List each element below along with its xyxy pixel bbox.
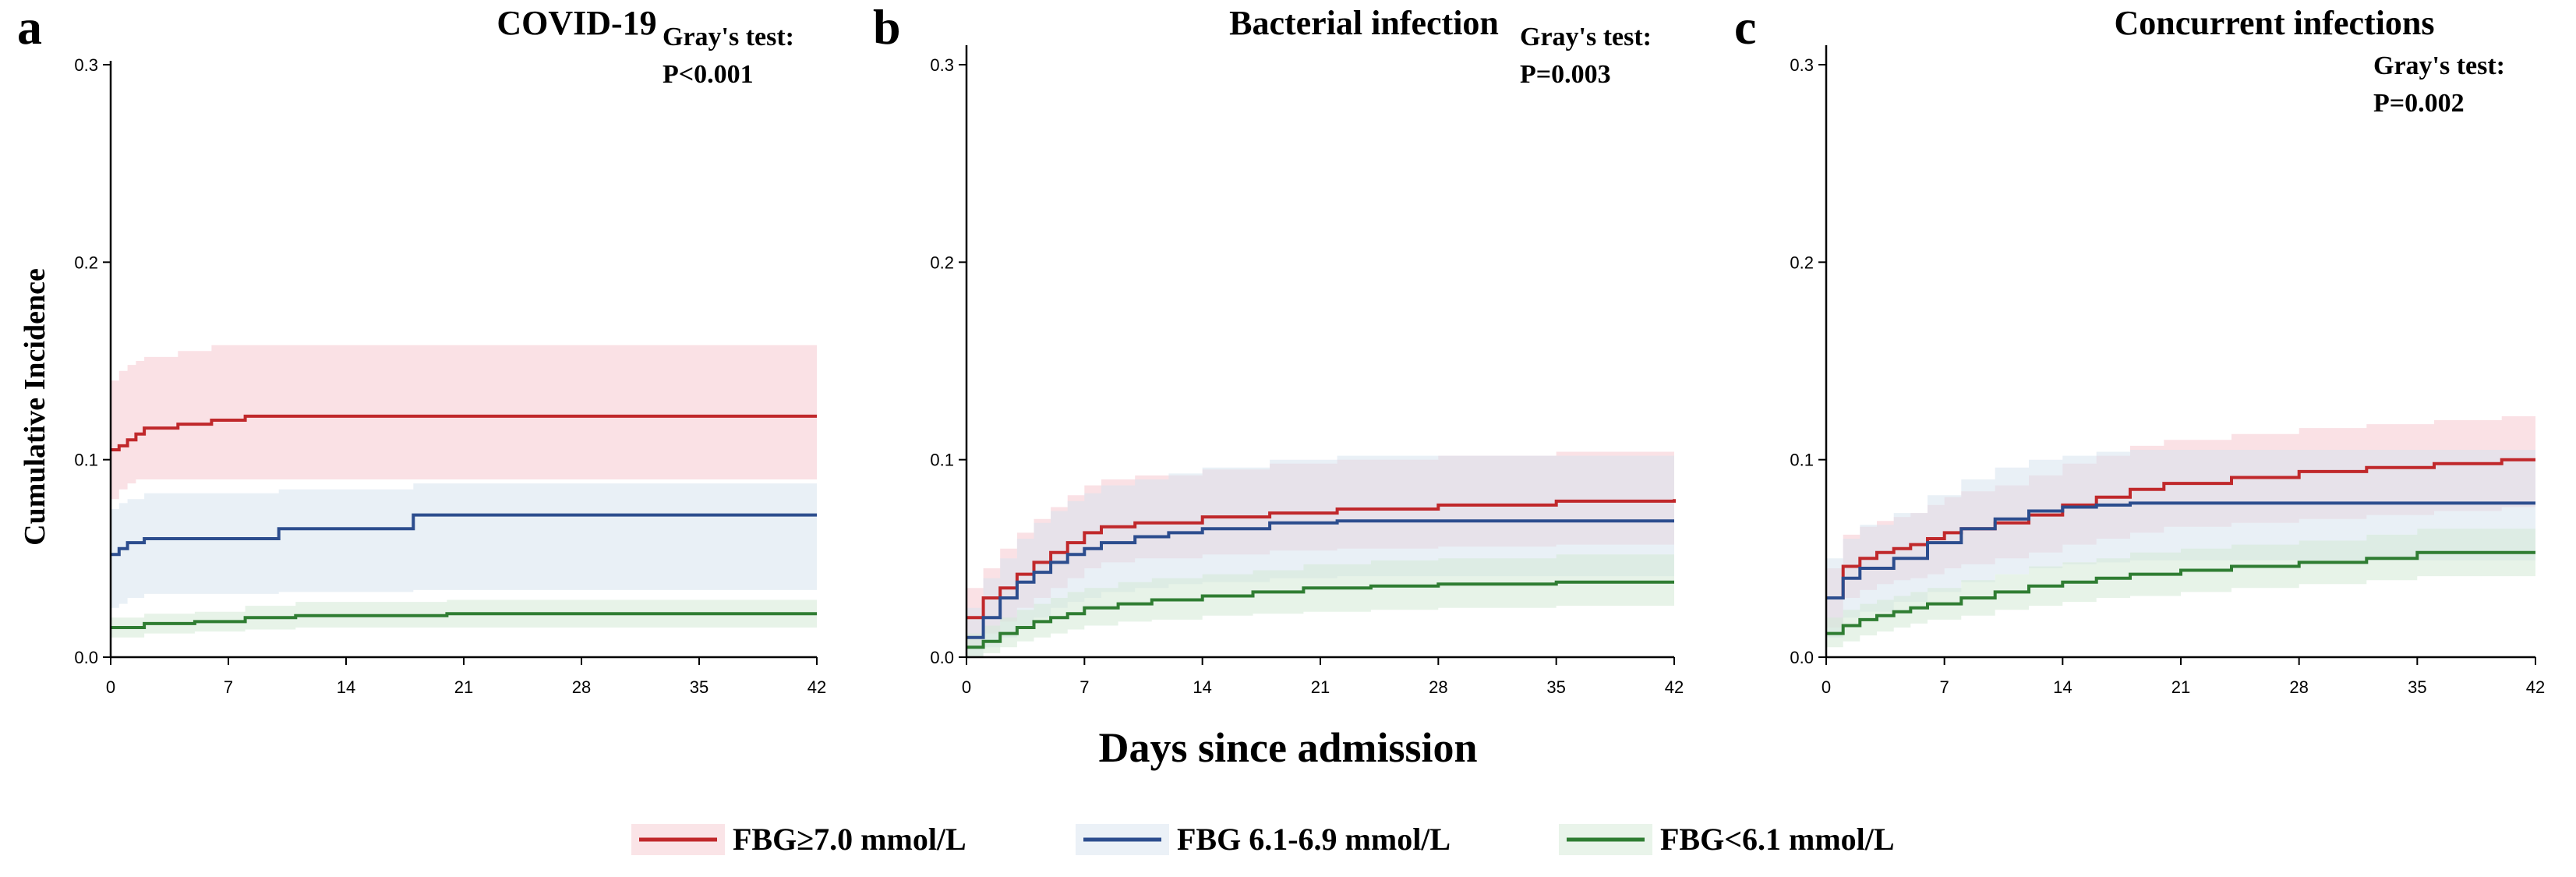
- x-tick-label-b-6: 42: [1665, 677, 1684, 697]
- grays-test-p-c: P=0.002: [2373, 89, 2465, 118]
- y-tick-label-a-1: 0.1: [74, 451, 98, 470]
- x-tick-label-a-2: 14: [337, 677, 355, 697]
- x-tick-label-a-0: 0: [106, 677, 115, 697]
- panel-title-c: Concurrent infections: [2114, 4, 2434, 42]
- x-tick-label-b-0: 0: [962, 677, 971, 697]
- panel-title-b: Bacterial infection: [1229, 4, 1499, 42]
- x-tick-label-b-1: 7: [1080, 677, 1089, 697]
- legend-items: FBG≥7.0 mmol/L FBG 6.1-6.9 mmol/L FBG<6.1 …: [631, 822, 1895, 857]
- series-line-b-2: [966, 580, 1674, 649]
- x-tick-label-c-0: 0: [1822, 677, 1831, 697]
- x-tick-label-a-4: 28: [572, 677, 591, 697]
- x-tick-label-b-4: 28: [1429, 677, 1447, 697]
- x-tick-label-a-6: 42: [807, 677, 826, 697]
- x-tick-label-a-5: 35: [690, 677, 708, 697]
- y-tick-label-c-3: 0.3: [1790, 55, 1814, 75]
- x-tick-label-b-2: 14: [1193, 677, 1211, 697]
- legend: FBG≥7.0 mmol/L FBG 6.1-6.9 mmol/L FBG<6.1 …: [631, 822, 1895, 857]
- y-tick-label-c-1: 0.1: [1790, 451, 1814, 470]
- x-tick-label-c-4: 28: [2289, 677, 2308, 697]
- grays-test-label-b: Gray's test:: [1520, 23, 1652, 51]
- x-tick-label-c-5: 35: [2408, 677, 2426, 697]
- panel-title-a: COVID-19: [496, 4, 656, 42]
- ci-band-a-1: [111, 483, 817, 608]
- ci-band-c-2: [1826, 529, 2535, 648]
- y-tick-label-a-0: 0.0: [74, 648, 98, 667]
- ci-band-c-1: [1826, 450, 2535, 638]
- y-tick-label-b-2: 0.2: [930, 253, 954, 272]
- y-tick-label-a-2: 0.2: [74, 253, 98, 272]
- legend-label-2: FBG<6.1 mmol/L: [1660, 822, 1895, 857]
- y-tick-label-c-0: 0.0: [1790, 648, 1814, 667]
- grays-test-p-a: P<0.001: [663, 60, 754, 89]
- panel-b: 0.0 0.1 0.2 0.3 0 7 14 21 28 35 42 b Bacterial infec…: [873, 0, 1684, 697]
- y-tick-label-a-3: 0.3: [74, 55, 98, 75]
- series-line-a-1: [111, 513, 817, 557]
- panel-c: 0.0 0.1 0.2 0.3 0 7 14 21 28 35 42 c Concurrent infe…: [1734, 0, 2545, 697]
- ci-band-a-2: [111, 599, 817, 638]
- x-tick-label-b-5: 35: [1546, 677, 1565, 697]
- grays-test-label-a: Gray's test:: [663, 23, 794, 51]
- legend-label-1: FBG 6.1-6.9 mmol/L: [1177, 822, 1451, 857]
- series-line-c-2: [1826, 550, 2535, 635]
- x-tick-label-a-1: 7: [224, 677, 233, 697]
- panel-letter-b: b: [873, 0, 901, 55]
- legend-label-0: FBG≥7.0 mmol/L: [733, 822, 966, 857]
- grays-test-p-b: P=0.003: [1520, 60, 1611, 89]
- x-tick-label-c-3: 21: [2171, 677, 2190, 697]
- ci-band-a-0: [111, 345, 817, 500]
- panel-letter-a: a: [17, 0, 42, 55]
- y-tick-label-c-2: 0.2: [1790, 253, 1814, 272]
- x-tick-label-b-3: 21: [1311, 677, 1330, 697]
- series-line-a-0: [111, 414, 817, 451]
- series-line-c-1: [1826, 501, 2535, 599]
- panel-a: 0.0 0.1 0.2 0.3 0 7 14 21 28 35 42 a COVID-19 Gray's …: [17, 0, 826, 697]
- series-line-a-2: [111, 612, 817, 629]
- x-axis-label: Days since admission: [1098, 724, 1478, 771]
- y-tick-label-b-3: 0.3: [930, 55, 954, 75]
- ci-band-b-2: [966, 554, 1674, 657]
- y-axis-label: Cumulative Incidence: [19, 268, 51, 546]
- panels-group: 0.00.10.20.30 7 14 21 28 35 42a COVID-19 Gray's …: [17, 0, 2545, 697]
- panel-letter-c: c: [1734, 0, 1756, 55]
- x-tick-label-c-6: 42: [2526, 677, 2545, 697]
- y-tick-label-b-1: 0.1: [930, 451, 954, 470]
- y-tick-label-b-0: 0.0: [930, 648, 954, 667]
- x-tick-label-a-3: 21: [454, 677, 473, 697]
- x-tick-label-c-2: 14: [2053, 677, 2072, 697]
- series-line-b-1: [966, 519, 1674, 639]
- x-tick-label-c-1: 7: [1940, 677, 1949, 697]
- grays-test-label-c: Gray's test:: [2373, 51, 2505, 80]
